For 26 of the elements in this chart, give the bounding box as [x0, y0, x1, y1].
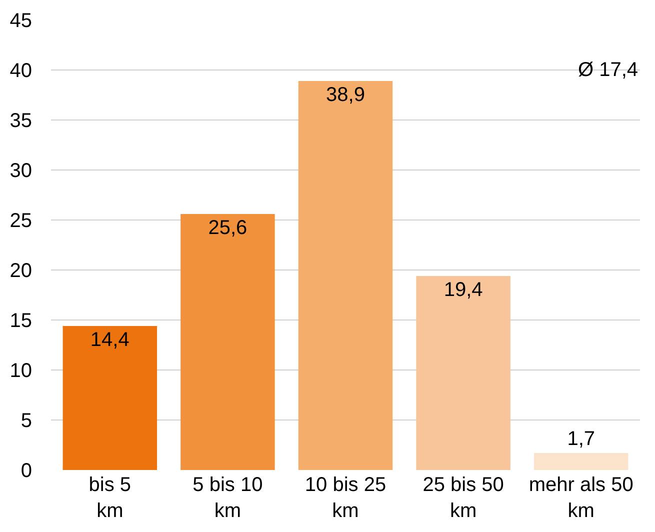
y-tick-label: 45 [10, 10, 32, 32]
y-tick-label: 30 [10, 160, 32, 182]
data-label: 1,7 [567, 428, 596, 450]
x-tick-label: bis 5 km [88, 474, 132, 522]
annotation: Ø 17,4 [578, 59, 638, 81]
x-tick-label: 10 bis 25 km [304, 474, 386, 522]
bar [62, 326, 158, 470]
data-label: 19,4 [444, 279, 483, 301]
x-tick-label: 25 bis 50 km [422, 474, 504, 522]
y-tick-label: 40 [10, 60, 32, 82]
data-label: 38,9 [326, 84, 365, 106]
data-label: 25,6 [208, 217, 248, 239]
bar [416, 276, 510, 470]
data-label: 14,4 [90, 329, 130, 351]
bar [180, 214, 275, 470]
y-tick-label: 25 [10, 210, 32, 232]
x-tick-label: 5 bis 10 km [192, 474, 263, 522]
x-tick-label: mehr als 50 km [528, 474, 634, 522]
y-tick-label: 35 [10, 110, 32, 132]
y-tick-label: 5 [20, 410, 32, 432]
y-tick-label: 0 [20, 460, 32, 482]
y-tick-label: 15 [10, 310, 32, 332]
bar [534, 453, 628, 470]
bar [298, 81, 393, 470]
y-tick-label: 20 [10, 260, 32, 282]
y-tick-label: 10 [10, 360, 32, 382]
